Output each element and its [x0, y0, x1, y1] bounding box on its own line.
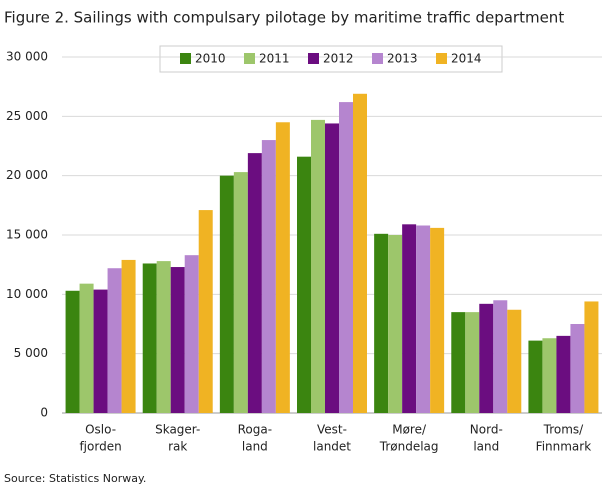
- legend-label: 2011: [259, 52, 290, 66]
- bar: [507, 309, 522, 413]
- x-tick-label: Vest-: [317, 423, 347, 437]
- bar: [79, 283, 94, 413]
- bar: [198, 210, 213, 413]
- y-tick-label: 0: [40, 406, 48, 420]
- bar: [107, 268, 122, 413]
- bar: [233, 172, 248, 413]
- bar: [156, 261, 171, 413]
- bar: [584, 301, 599, 413]
- bar: [121, 259, 136, 413]
- x-tick-label: Nord-: [470, 423, 503, 437]
- x-tick-label: Troms/: [543, 423, 585, 437]
- x-tick-label: landet: [313, 440, 351, 454]
- x-tick-label: Roga-: [238, 423, 272, 437]
- x-tick-label: Trøndelag: [379, 440, 439, 454]
- x-tick-label: Møre/: [392, 423, 427, 437]
- y-tick-label: 25 000: [6, 109, 48, 123]
- x-tick-label: Finnmark: [536, 440, 592, 454]
- legend-swatch: [372, 53, 383, 64]
- bar: [247, 153, 262, 413]
- bar: [570, 324, 585, 413]
- y-tick-label: 30 000: [6, 50, 48, 64]
- bar: [325, 123, 339, 413]
- bar: [465, 312, 480, 413]
- bar: [219, 175, 234, 413]
- bar: [353, 93, 367, 413]
- y-tick-label: 10 000: [6, 287, 48, 301]
- bar: [493, 300, 508, 413]
- bar: [374, 233, 389, 413]
- bar: [311, 119, 325, 413]
- x-tick-label: fjorden: [79, 440, 121, 454]
- bar: [170, 267, 185, 413]
- x-tick-label: land: [242, 440, 268, 454]
- bar: [261, 140, 276, 414]
- chart-title: Figure 2. Sailings with compulsary pilot…: [4, 9, 564, 27]
- x-tick-label: rak: [168, 440, 187, 454]
- x-tick-label: Oslo-: [85, 423, 116, 437]
- bar: [93, 289, 108, 413]
- bar: [184, 255, 199, 413]
- legend-label: 2014: [451, 52, 482, 66]
- bar: [402, 224, 417, 413]
- legend-label: 2013: [387, 52, 418, 66]
- bar: [297, 156, 311, 413]
- x-tick-label: land: [473, 440, 499, 454]
- bar: [430, 227, 445, 413]
- bar: [275, 122, 290, 414]
- legend-label: 2012: [323, 52, 354, 66]
- legend-swatch: [308, 53, 319, 64]
- bar: [451, 312, 466, 413]
- source: Source: Statistics Norway.: [4, 472, 146, 485]
- y-tick-label: 20 000: [6, 168, 48, 182]
- bar: [416, 225, 431, 413]
- legend-swatch: [180, 53, 191, 64]
- y-tick-label: 15 000: [6, 228, 48, 242]
- legend-swatch: [436, 53, 447, 64]
- bar: [339, 102, 353, 414]
- y-tick-label: 5 000: [14, 346, 48, 360]
- bar: [65, 290, 80, 413]
- bar: [479, 303, 494, 413]
- bar: [142, 263, 157, 413]
- bar: [556, 335, 571, 413]
- bar: [542, 338, 557, 413]
- bar: [388, 235, 403, 413]
- x-tick-label: Skager-: [155, 423, 200, 437]
- bar: [528, 340, 543, 413]
- legend-swatch: [244, 53, 255, 64]
- legend-label: 2010: [195, 52, 226, 66]
